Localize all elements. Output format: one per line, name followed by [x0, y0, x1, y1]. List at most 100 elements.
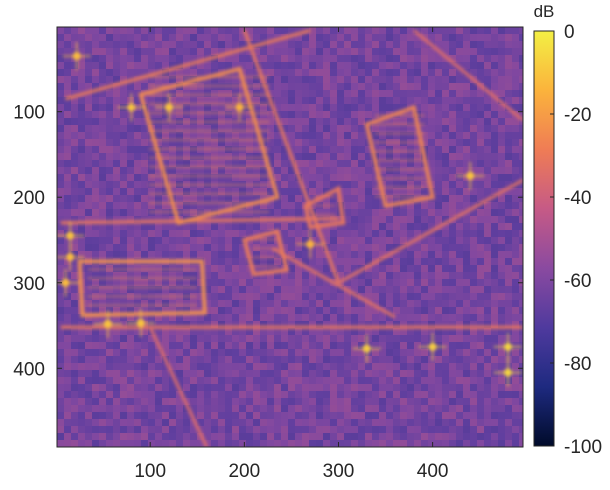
speckle-cell	[302, 307, 309, 314]
speckle-cell	[267, 377, 274, 384]
speckle-cell	[449, 405, 456, 412]
speckle-cell	[232, 293, 239, 300]
speckle-cell	[225, 251, 232, 258]
speckle-cell	[78, 314, 85, 321]
speckle-cell	[211, 293, 218, 300]
speckle-cell	[106, 146, 113, 153]
speckle-cell	[512, 258, 519, 265]
speckle-cell	[512, 321, 519, 328]
speckle-cell	[85, 300, 92, 307]
speckle-cell	[148, 167, 155, 174]
speckle-cell	[512, 293, 519, 300]
speckle-cell	[218, 76, 225, 83]
speckle-cell	[505, 412, 512, 419]
speckle-cell	[211, 265, 218, 272]
speckle-cell	[64, 216, 71, 223]
speckle-cell	[148, 139, 155, 146]
speckle-cell	[183, 419, 190, 426]
speckle-cell	[344, 272, 351, 279]
speckle-cell	[344, 258, 351, 265]
speckle-cell	[400, 272, 407, 279]
speckle-cell	[435, 398, 442, 405]
speckle-cell	[393, 188, 400, 195]
speckle-cell	[176, 279, 183, 286]
speckle-cell	[435, 111, 442, 118]
speckle-cell	[400, 181, 407, 188]
speckle-cell	[365, 272, 372, 279]
speckle-cell	[64, 104, 71, 111]
speckle-cell	[176, 412, 183, 419]
speckle-cell	[386, 356, 393, 363]
speckle-cell	[134, 384, 141, 391]
speckle-cell	[442, 384, 449, 391]
speckle-cell	[141, 391, 148, 398]
speckle-cell	[463, 293, 470, 300]
speckle-cell	[176, 349, 183, 356]
speckle-cell	[162, 195, 169, 202]
speckle-cell	[379, 83, 386, 90]
speckle-cell	[274, 139, 281, 146]
speckle-cell	[330, 132, 337, 139]
speckle-cell	[442, 125, 449, 132]
speckle-cell	[71, 216, 78, 223]
speckle-cell	[421, 328, 428, 335]
speckle-cell	[414, 62, 421, 69]
speckle-cell	[316, 293, 323, 300]
speckle-cell	[449, 188, 456, 195]
speckle-cell	[267, 209, 274, 216]
speckle-cell	[344, 97, 351, 104]
speckle-cell	[323, 335, 330, 342]
speckle-cell	[176, 195, 183, 202]
speckle-cell	[484, 286, 491, 293]
speckle-cell	[232, 55, 239, 62]
speckle-cell	[71, 328, 78, 335]
speckle-cell	[281, 41, 288, 48]
speckle-cell	[309, 146, 316, 153]
speckle-cell	[169, 265, 176, 272]
speckle-cell	[442, 97, 449, 104]
speckle-cell	[169, 286, 176, 293]
speckle-cell	[267, 181, 274, 188]
speckle-cell	[288, 118, 295, 125]
speckle-cell	[120, 342, 127, 349]
speckle-cell	[113, 251, 120, 258]
speckle-cell	[309, 174, 316, 181]
speckle-cell	[484, 244, 491, 251]
speckle-cell	[141, 167, 148, 174]
speckle-cell	[519, 377, 523, 384]
speckle-cell	[414, 300, 421, 307]
speckle-cell	[449, 307, 456, 314]
speckle-cell	[141, 125, 148, 132]
speckle-cell	[155, 335, 162, 342]
speckle-cell	[442, 195, 449, 202]
speckle-cell	[344, 419, 351, 426]
speckle-cell	[302, 440, 309, 447]
speckle-cell	[134, 307, 141, 314]
speckle-cell	[274, 160, 281, 167]
speckle-cell	[106, 27, 113, 34]
speckle-cell	[120, 440, 127, 447]
speckle-cell	[491, 356, 498, 363]
speckle-cell	[498, 440, 505, 447]
speckle-cell	[78, 188, 85, 195]
speckle-cell	[372, 342, 379, 349]
speckle-cell	[393, 258, 400, 265]
speckle-cell	[484, 132, 491, 139]
speckle-cell	[344, 27, 351, 34]
speckle-cell	[288, 412, 295, 419]
speckle-cell	[372, 195, 379, 202]
speckle-cell	[197, 293, 204, 300]
speckle-cell	[246, 321, 253, 328]
speckle-cell	[498, 223, 505, 230]
speckle-cell	[106, 419, 113, 426]
y-tick-label: 200	[13, 188, 45, 209]
speckle-cell	[316, 153, 323, 160]
speckle-cell	[120, 62, 127, 69]
speckle-cell	[442, 48, 449, 55]
speckle-cell	[456, 279, 463, 286]
speckle-cell	[365, 216, 372, 223]
speckle-cell	[162, 160, 169, 167]
speckle-cell	[134, 244, 141, 251]
speckle-cell	[414, 342, 421, 349]
speckle-cell	[351, 118, 358, 125]
